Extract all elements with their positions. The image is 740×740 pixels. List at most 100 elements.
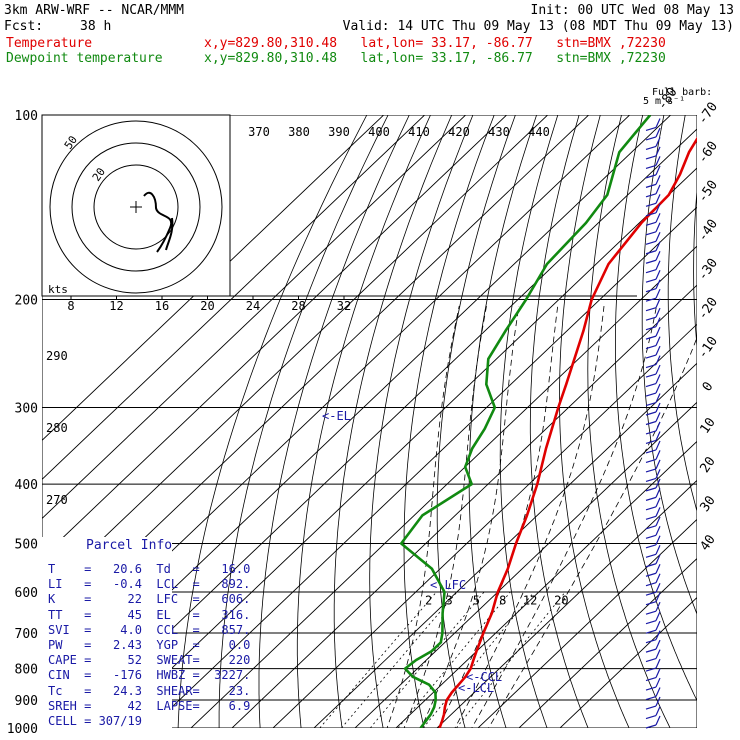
pressure-label-900: 900 — [15, 694, 38, 709]
wind-barb-flag — [655, 156, 661, 166]
wind-barb-flag — [655, 573, 661, 583]
theta-label: 370 — [248, 125, 270, 139]
wind-barb — [645, 212, 657, 217]
speed-scale-label: 8 — [67, 299, 74, 313]
isotherm-label: 30 — [697, 493, 718, 514]
mixing-ratio-label: 20 — [554, 594, 568, 608]
wind-barb-flag — [655, 507, 661, 517]
pressure-label-100: 100 — [15, 109, 38, 124]
hodograph-unit: kts — [48, 283, 68, 296]
isotherm — [42, 115, 549, 598]
moist-adiabat — [488, 336, 697, 728]
wind-barb — [645, 326, 657, 331]
parcel-row: K = 22 LFC = 606. — [48, 592, 251, 607]
isotherm — [313, 362, 697, 728]
hodograph-ring-label: 20 — [90, 165, 108, 183]
wind-barb-flag — [655, 412, 661, 422]
wind-barb — [645, 297, 657, 302]
isotherm-label: 40 — [697, 532, 718, 553]
wind-barb-flag — [655, 165, 661, 176]
wind-barb-flag — [655, 677, 661, 688]
wind-barb-flag — [655, 355, 661, 365]
wind-barb-flag — [655, 611, 661, 621]
moist-adiabat — [386, 306, 460, 728]
parcel-row: CIN = -176 HWBZ = 3227. — [48, 668, 251, 683]
wind-barb-flag — [655, 431, 661, 441]
theta-side-label: 270 — [46, 493, 68, 507]
dry-adiabat — [403, 115, 495, 728]
wind-barb — [645, 174, 657, 179]
speed-scale-label: 28 — [291, 299, 305, 313]
wind-barb — [645, 563, 657, 568]
wind-barb-flag — [655, 184, 661, 195]
mixing-ratio-line — [369, 591, 485, 728]
pressure-label-200: 200 — [15, 294, 38, 309]
parcel-row: LI = -0.4 LCL = 892. — [48, 577, 251, 592]
wind-barb-flag — [655, 554, 661, 565]
wind-barb — [645, 439, 657, 445]
isotherm-label: -60 — [695, 139, 721, 167]
wind-barb-flag — [655, 601, 661, 612]
temperature-location: x,y=829.80,310.48 lat,lon= 33.17, -86.77… — [204, 36, 666, 51]
wind-barb — [645, 250, 657, 255]
wind-barb — [645, 392, 657, 397]
wind-barb — [645, 468, 657, 473]
wind-barb-flag — [655, 630, 661, 640]
wind-barb — [645, 686, 657, 691]
moist-adiabat — [454, 306, 605, 728]
wind-barb — [645, 430, 657, 435]
parcel-info-box — [42, 537, 172, 728]
parcel-info-title: Parcel Info — [86, 538, 173, 553]
wind-barb — [645, 610, 657, 615]
wind-barb — [645, 307, 657, 312]
wind-barb-flag — [655, 715, 661, 726]
wind-barb-flag — [655, 251, 661, 261]
temperature-trace — [438, 136, 697, 728]
dry-adiabat — [369, 115, 474, 728]
wind-barb-flag — [655, 213, 661, 223]
wind-barb-flag — [655, 137, 661, 147]
parcel-row: SVI = 4.0 CCL = 857. — [48, 622, 251, 637]
wind-barb — [645, 667, 657, 672]
wind-barb-flag — [655, 668, 661, 678]
moist-adiabat — [420, 306, 520, 728]
wind-barb-flag — [655, 687, 661, 697]
wind-barb-flag — [655, 127, 661, 138]
level-annotation: <-CCL — [466, 670, 502, 684]
isotherm — [436, 479, 697, 728]
parcel-row: PW = 2.43 YGP = 0.0 — [48, 638, 251, 653]
isotherm — [42, 115, 385, 442]
wind-barb — [645, 183, 657, 188]
wind-barb-flag — [655, 526, 661, 536]
wind-barb-flag — [655, 336, 661, 346]
wind-barb — [645, 278, 657, 283]
wind-barb — [645, 695, 657, 701]
parcel-row: CAPE = 52 SWEAT= 220 — [48, 653, 251, 668]
hodograph-trace — [143, 191, 174, 253]
valid-time: Valid: 14 UTC Thu 09 May 13 (08 MDT Thu … — [342, 19, 734, 34]
wind-barb — [645, 534, 657, 539]
dewpoint-legend: Dewpoint temperature — [6, 51, 163, 66]
dry-adiabat — [333, 115, 453, 728]
wind-barb-flag — [655, 516, 661, 527]
pressure-label-700: 700 — [15, 627, 38, 642]
parcel-row: TT = 45 EL = 316. — [48, 607, 251, 622]
wind-barb-flag — [655, 706, 661, 716]
speed-scale-label: 16 — [155, 299, 169, 313]
theta-side-label: 280 — [46, 421, 68, 435]
mixing-ratio-label: 12 — [523, 594, 537, 608]
mixing-ratio-line — [456, 591, 566, 728]
mixing-ratio-label: 2 — [425, 594, 432, 608]
wind-barb-flag — [655, 402, 661, 413]
dry-adiabat — [559, 115, 630, 728]
pressure-label-500: 500 — [15, 537, 38, 552]
wind-barb — [645, 269, 657, 274]
wind-barb — [645, 658, 657, 663]
isotherm-label: -30 — [695, 256, 721, 284]
wind-barb — [645, 477, 657, 482]
fcst-label: Fcst: — [4, 19, 44, 34]
wind-barb-flag — [655, 450, 661, 460]
wind-barb — [645, 506, 657, 511]
temperature-legend: Temperature — [6, 36, 93, 51]
wind-barb — [645, 620, 657, 625]
